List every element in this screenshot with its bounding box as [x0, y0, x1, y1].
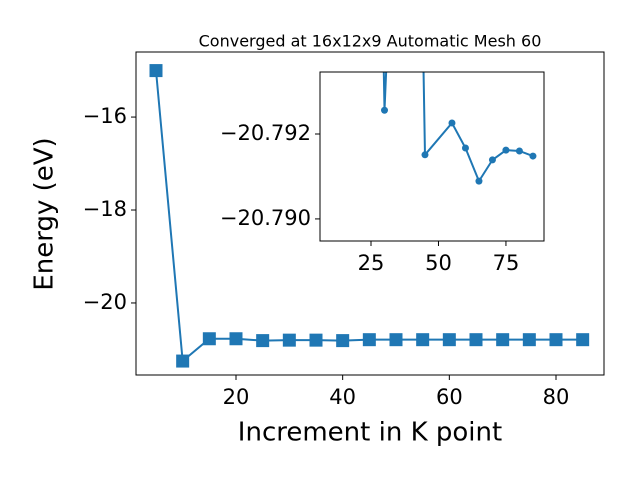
marker [522, 333, 536, 347]
axes-frame [135, 51, 605, 376]
y-tick-label: −16 [83, 104, 127, 128]
marker [416, 333, 430, 347]
y-tick-label: −20.792 [220, 121, 311, 145]
marker [549, 333, 563, 347]
marker [469, 333, 483, 347]
y-tick-label: −18 [83, 197, 127, 221]
x-tick-label: 25 [358, 251, 385, 275]
y-tick-label: −20 [83, 290, 127, 314]
plot-area [320, 72, 544, 241]
x-tick-label: 60 [436, 385, 463, 409]
chart-title: Converged at 16x12x9 Automatic Mesh 60 [199, 32, 542, 51]
axes-frame [319, 71, 545, 242]
marker [381, 106, 389, 114]
marker [515, 147, 523, 155]
marker [149, 64, 163, 78]
x-tick-label: 20 [223, 385, 250, 409]
marker [529, 152, 537, 160]
marker [229, 332, 243, 346]
x-tick-label: 50 [425, 251, 452, 275]
marker [576, 333, 590, 347]
marker [336, 334, 350, 348]
marker [496, 333, 510, 347]
marker [442, 333, 456, 347]
marker [502, 146, 510, 154]
marker [389, 333, 403, 347]
plot-data [149, 64, 590, 368]
marker [488, 156, 496, 164]
y-tick-label: −20.790 [220, 206, 311, 230]
x-tick-label: 40 [329, 385, 356, 409]
marker [282, 333, 296, 347]
x-tick-label: 80 [543, 385, 570, 409]
marker [309, 333, 323, 347]
plot-data [381, 72, 537, 185]
marker [362, 333, 376, 347]
x-axis-label: Increment in K point [238, 418, 502, 448]
marker [256, 334, 270, 348]
marker [202, 332, 216, 346]
marker [475, 177, 483, 185]
marker [461, 144, 469, 152]
marker [448, 119, 456, 127]
y-axis-label: Energy (eV) [30, 137, 60, 290]
marker [176, 354, 190, 368]
x-tick-label: 75 [493, 251, 520, 275]
marker [421, 151, 429, 159]
